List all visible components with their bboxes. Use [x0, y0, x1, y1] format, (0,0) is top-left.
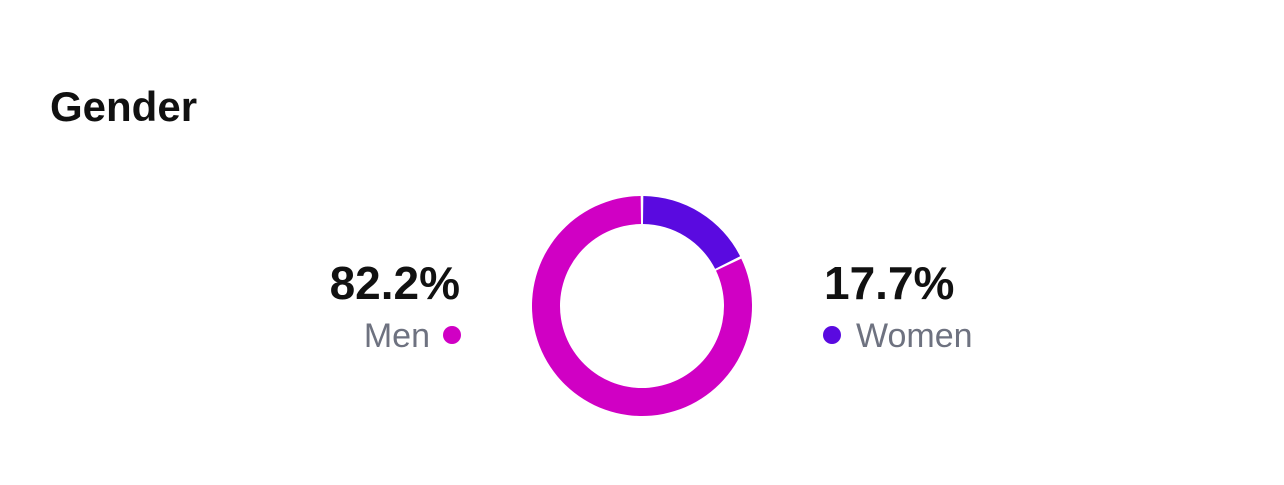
- donut-slice: [642, 196, 741, 269]
- category-label: Women: [856, 317, 973, 355]
- chart-title: Gender: [50, 83, 197, 130]
- value-label: 17.7%: [824, 257, 954, 309]
- value-label: 82.2%: [330, 257, 460, 309]
- category-label: Men: [364, 317, 430, 355]
- legend-dot: [443, 326, 461, 344]
- legend-dot: [823, 326, 841, 344]
